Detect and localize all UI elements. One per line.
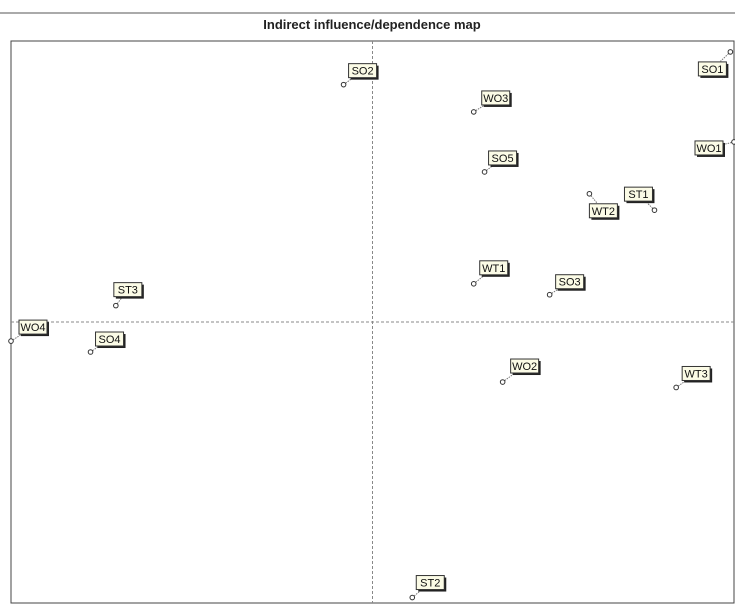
point-leader-line <box>589 193 598 204</box>
point-label-box <box>510 358 540 374</box>
point-marker <box>113 302 119 309</box>
point-label: SO1 <box>701 64 723 76</box>
point-label: WO3 <box>483 93 508 105</box>
point-label-box <box>697 61 727 77</box>
point-label: SO3 <box>559 277 581 289</box>
point-marker <box>340 81 347 88</box>
point-label: WT3 <box>685 368 708 380</box>
point-marker <box>727 49 734 55</box>
data-point: WT1 <box>470 260 510 287</box>
point-label: ST3 <box>118 285 138 297</box>
data-point: ST1 <box>623 186 658 213</box>
point-marker <box>499 379 506 385</box>
point-label: ST1 <box>628 189 648 201</box>
point-label-box <box>488 150 518 166</box>
data-point: WT3 <box>673 365 713 391</box>
data-point: SO2 <box>340 63 379 88</box>
point-label-box <box>623 186 653 202</box>
point-label: WO4 <box>20 322 45 334</box>
chart-title: Indirect influence/dependence map <box>263 17 480 32</box>
point-label: WO2 <box>512 361 537 373</box>
data-point: WO1 <box>694 139 735 157</box>
point-marker <box>673 384 679 391</box>
point-marker <box>546 291 553 298</box>
point-marker <box>87 349 94 355</box>
point-label: ST2 <box>420 578 440 590</box>
point-marker <box>731 139 735 145</box>
point-label-box <box>415 575 445 591</box>
point-label-box <box>481 90 511 106</box>
point-marker <box>470 109 477 115</box>
data-point: SO1 <box>697 49 734 78</box>
data-point: WO2 <box>499 358 541 385</box>
data-point: ST3 <box>113 282 144 309</box>
point-label-box <box>348 63 378 79</box>
point-label-box <box>588 203 618 219</box>
point-marker <box>470 281 477 287</box>
data-point: WO4 <box>8 319 49 344</box>
point-marker <box>651 207 658 213</box>
point-label: WT2 <box>592 206 615 218</box>
point-label-box <box>681 365 711 381</box>
point-leader-line <box>720 51 731 62</box>
data-point: WO3 <box>470 90 512 115</box>
point-marker <box>409 594 416 601</box>
point-label-box <box>95 331 125 347</box>
point-label: WT1 <box>482 263 505 275</box>
point-label: SO4 <box>99 334 121 346</box>
data-point: WT2 <box>586 190 620 220</box>
point-label-box <box>18 319 48 335</box>
point-marker <box>586 190 593 197</box>
point-label: WO1 <box>696 143 721 155</box>
chart-marks: SO1 SO2 WO3 WO1 SO5 WT2 ST1 WT1 SO3 ST3 WO4 SO4 WO2 W… <box>8 49 735 601</box>
data-point: SO4 <box>87 331 126 355</box>
data-point: SO3 <box>546 274 586 298</box>
point-label-box <box>555 274 585 290</box>
point-label-box <box>113 282 143 298</box>
point-label: SO5 <box>492 153 514 165</box>
point-marker <box>481 169 488 175</box>
point-label-box <box>479 260 509 276</box>
data-point: SO5 <box>481 150 519 175</box>
data-point: ST2 <box>409 575 447 601</box>
point-marker <box>8 338 14 344</box>
point-label: SO2 <box>352 66 374 78</box>
point-leader-line <box>115 296 123 306</box>
point-label-box <box>694 140 724 156</box>
